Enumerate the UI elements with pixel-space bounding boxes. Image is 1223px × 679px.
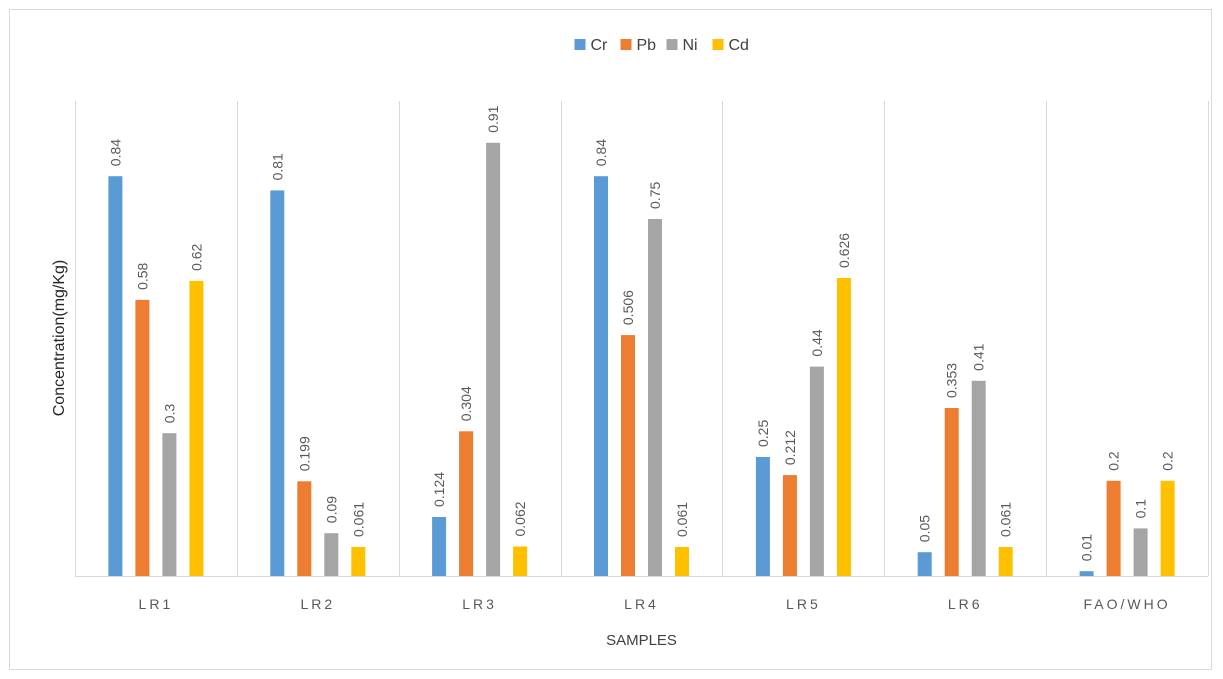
data-label: 0.05 [917, 515, 933, 542]
bar-ni [1133, 528, 1148, 576]
bar-ni [971, 380, 986, 576]
bar-cr [755, 457, 770, 576]
data-label: 0.061 [674, 502, 690, 537]
x-tick-label: FAO/WHO [1084, 596, 1171, 612]
legend-label-ni: Ni [683, 37, 698, 54]
y-axis-title: Concentration(mg/Kg) [51, 260, 68, 417]
bar-cd [998, 547, 1013, 576]
bar-cd [675, 547, 689, 576]
legend-label-pb: Pb [637, 37, 657, 54]
data-label: 0.84 [107, 139, 123, 166]
x-tick-label: LR4 [624, 596, 659, 612]
x-tick-label: LR1 [139, 596, 174, 612]
legend-swatch-cd [712, 39, 724, 50]
bar-pb [944, 408, 959, 576]
x-tick-label: LR6 [948, 596, 983, 612]
bar-cr [108, 176, 123, 576]
data-label: 0.062 [512, 501, 528, 536]
data-label: 0.124 [431, 472, 447, 507]
bar-cr [1079, 571, 1094, 576]
data-label: 0.353 [944, 363, 960, 398]
data-label: 0.212 [782, 430, 798, 465]
data-label: 0.061 [998, 502, 1014, 537]
bar-pb [459, 431, 474, 576]
legend: Cr Pb Ni Cd [574, 37, 749, 54]
data-label: 0.41 [971, 343, 987, 370]
bar-cr [594, 176, 608, 576]
data-label: 0.58 [134, 262, 150, 289]
bar-cd [1160, 480, 1175, 576]
bar-ni [648, 219, 662, 576]
legend-swatch-ni [666, 39, 678, 50]
bar-pb [297, 481, 312, 576]
bar-cd [351, 547, 366, 576]
data-label: 0.2 [1160, 451, 1176, 471]
data-label: 0.84 [593, 139, 609, 166]
data-label: 0.626 [836, 233, 852, 268]
bar-pb [621, 335, 635, 576]
bar-cr [270, 190, 285, 576]
data-label: 0.91 [485, 105, 501, 132]
data-label: 0.75 [647, 182, 663, 209]
bar-cd [513, 546, 528, 576]
bar-pb [782, 475, 797, 576]
legend-swatch-cr [574, 39, 586, 50]
x-axis-title: SAMPLES [606, 632, 677, 649]
legend-label-cr: Cr [591, 37, 609, 54]
bar-ni [162, 433, 177, 576]
x-tick-label: LR5 [786, 596, 821, 612]
data-label: 0.81 [269, 153, 285, 180]
data-label: 0.01 [1079, 534, 1095, 561]
data-label: 0.304 [458, 386, 474, 421]
bar-ni [809, 366, 824, 576]
bar-ni [486, 142, 501, 577]
bar-cd [189, 280, 204, 576]
legend-swatch-pb [620, 39, 632, 50]
data-label: 0.199 [296, 436, 312, 471]
x-tick-label: LR2 [300, 596, 335, 612]
data-label: 0.09 [323, 496, 339, 523]
data-label: 0.3 [161, 404, 177, 424]
bar-ni [324, 533, 339, 576]
data-label: 0.1 [1133, 499, 1149, 519]
data-label: 0.061 [350, 502, 366, 537]
x-tick-label: LR3 [462, 596, 497, 612]
data-label: 0.44 [809, 329, 825, 356]
bar-cd [836, 278, 851, 576]
bar-cr [432, 517, 447, 576]
bars [108, 142, 1175, 577]
category-separators [75, 101, 1209, 576]
legend-label-cd: Cd [729, 37, 749, 54]
data-label: 0.2 [1106, 451, 1122, 471]
bar-pb [1106, 480, 1121, 576]
data-label: 0.62 [188, 243, 204, 270]
x-axis-tick-labels: LR1 LR2 LR3 LR4 LR5 LR6 FAO/WHO [139, 596, 1171, 612]
data-label: 0.506 [620, 290, 636, 325]
data-labels: 0.84 0.58 0.3 0.62 0.81 0.199 0.09 0.061 0.124 0.… [107, 105, 1175, 561]
bar-pb [135, 299, 150, 576]
data-label: 0.25 [755, 420, 771, 447]
bar-cr [917, 552, 932, 576]
